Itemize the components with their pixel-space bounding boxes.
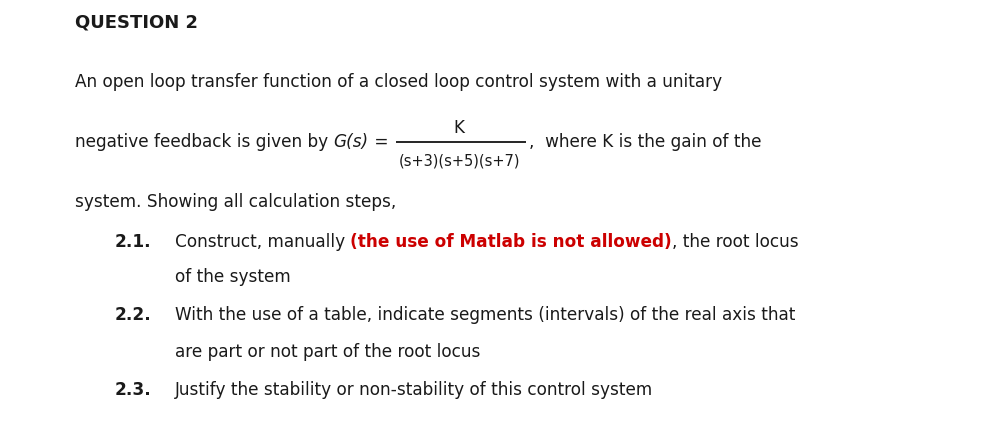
Text: QUESTION 2: QUESTION 2 [75, 13, 198, 31]
Text: With the use of a table, indicate segments (intervals) of the real axis that: With the use of a table, indicate segmen… [175, 306, 796, 324]
Text: An open loop transfer function of a closed loop control system with a unitary: An open loop transfer function of a clos… [75, 73, 722, 91]
Text: Justify the stability or non-stability of this control system: Justify the stability or non-stability o… [175, 381, 653, 399]
Text: (the use of Matlab is not allowed): (the use of Matlab is not allowed) [350, 233, 672, 251]
Text: of the system: of the system [175, 268, 291, 286]
Text: 2.2.: 2.2. [115, 306, 152, 324]
Text: (s+3)(s+5)(s+7): (s+3)(s+5)(s+7) [398, 153, 520, 168]
Text: Construct, manually: Construct, manually [175, 233, 350, 251]
Text: 2.1.: 2.1. [115, 233, 152, 251]
Text: G(s): G(s) [334, 133, 368, 151]
Text: system. Showing all calculation steps,: system. Showing all calculation steps, [75, 193, 396, 211]
Text: negative feedback is given by: negative feedback is given by [75, 133, 334, 151]
Text: K: K [454, 119, 465, 137]
Text: , the root locus: , the root locus [672, 233, 799, 251]
Text: ,  where K is the gain of the: , where K is the gain of the [529, 133, 762, 151]
Text: 2.3.: 2.3. [115, 381, 152, 399]
Text: =: = [368, 133, 393, 151]
Text: are part or not part of the root locus: are part or not part of the root locus [175, 343, 481, 361]
